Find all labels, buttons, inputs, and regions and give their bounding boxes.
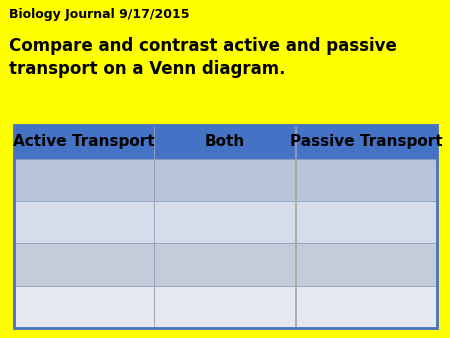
Text: Biology Journal 9/17/2015: Biology Journal 9/17/2015 <box>9 8 189 21</box>
Bar <box>296 159 436 201</box>
Bar <box>296 201 436 243</box>
Bar <box>14 125 154 159</box>
Bar <box>154 243 296 286</box>
Bar <box>14 159 154 201</box>
Bar <box>296 243 436 286</box>
Bar <box>154 286 296 328</box>
Bar <box>154 125 296 159</box>
Text: Compare and contrast active and passive
transport on a Venn diagram.: Compare and contrast active and passive … <box>9 37 397 78</box>
Bar <box>14 125 436 328</box>
Bar <box>154 201 296 243</box>
Text: Both: Both <box>205 134 245 149</box>
Bar <box>14 243 154 286</box>
Bar <box>296 125 436 159</box>
Bar <box>14 201 154 243</box>
Text: Active Transport: Active Transport <box>13 134 155 149</box>
Bar <box>14 286 154 328</box>
Text: Passive Transport: Passive Transport <box>290 134 442 149</box>
Bar <box>154 159 296 201</box>
Bar <box>296 286 436 328</box>
